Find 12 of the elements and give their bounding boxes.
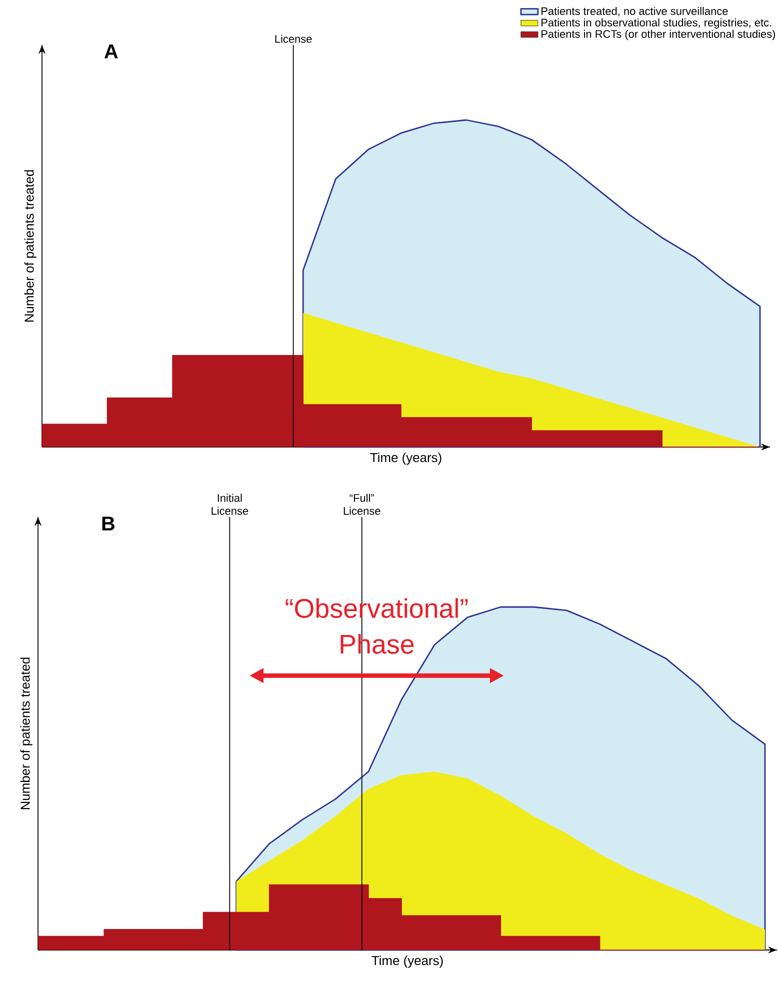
chart-title: A — [104, 44, 118, 58]
legend-label: Patients in observational studies, registries, etc. — [542, 18, 772, 29]
legend-label: Patients in RCTs (or other interventional studies) — [542, 30, 776, 40]
y-axis-title: Number of patients treated — [24, 170, 36, 322]
y-axis-title: Number of patients treated — [20, 658, 32, 810]
x-axis-title: Time (years) — [372, 956, 443, 968]
legend-label: Patients treated, no active surveillance — [542, 6, 728, 16]
text: “Full” License — [344, 494, 380, 515]
text: Initial License — [212, 494, 248, 515]
text: License — [275, 34, 312, 43]
x-axis-title: Time (years) — [370, 452, 442, 465]
chart-title: B — [102, 516, 114, 530]
